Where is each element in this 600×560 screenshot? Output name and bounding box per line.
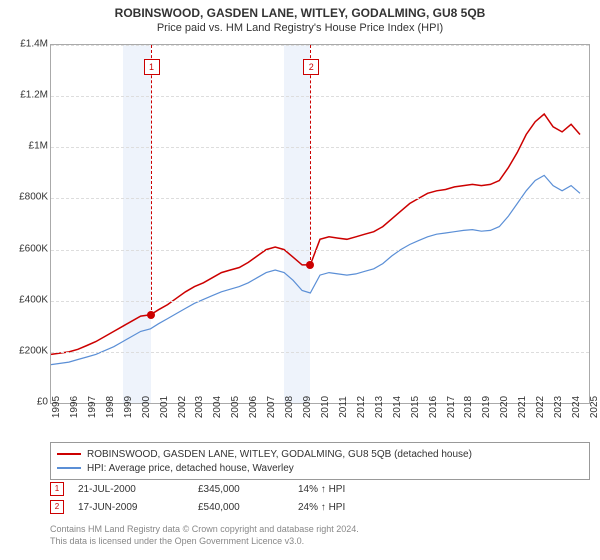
y-axis-label: £0 [37, 397, 48, 408]
marker-price: £345,000 [198, 484, 298, 495]
line-svg [51, 45, 589, 403]
plot-area: 1995199619971998199920002001200220032004… [50, 44, 590, 404]
x-axis-label: 2021 [517, 396, 528, 418]
y-axis-label: £1M [29, 141, 48, 152]
marker-id-box: 2 [50, 500, 64, 514]
marker-table-row: 1 21-JUL-2000£345,00014% ↑ HPI [50, 480, 590, 498]
x-axis-label: 2000 [141, 396, 152, 418]
x-axis-label: 2018 [463, 396, 474, 418]
y-axis-label: £1.4M [20, 39, 48, 50]
marker-price: £540,000 [198, 502, 298, 513]
x-axis-label: 2014 [392, 396, 403, 418]
x-axis-label: 2012 [356, 396, 367, 418]
x-axis-label: 1997 [87, 396, 98, 418]
marker-date: 17-JUN-2009 [78, 502, 198, 513]
x-axis-label: 2009 [302, 396, 313, 418]
marker-callout: 1 [144, 59, 160, 75]
x-axis-label: 1996 [69, 396, 80, 418]
marker-pct: 24% ↑ HPI [298, 502, 418, 513]
y-axis-label: £400K [19, 294, 48, 305]
grid-line [51, 147, 589, 148]
legend-item: ROBINSWOOD, GASDEN LANE, WITLEY, GODALMI… [57, 447, 583, 461]
legend-swatch [57, 453, 81, 455]
x-axis-label: 2023 [553, 396, 564, 418]
x-axis-label: 2002 [177, 396, 188, 418]
y-axis-label: £600K [19, 243, 48, 254]
x-axis-label: 2020 [499, 396, 510, 418]
x-axis-label: 2003 [194, 396, 205, 418]
chart-container: ROBINSWOOD, GASDEN LANE, WITLEY, GODALMI… [0, 0, 600, 560]
footer-line-1: Contains HM Land Registry data © Crown c… [50, 524, 590, 536]
legend-label: HPI: Average price, detached house, Wave… [87, 463, 294, 474]
x-axis-label: 2001 [159, 396, 170, 418]
legend-swatch [57, 467, 81, 469]
marker-callout: 2 [303, 59, 319, 75]
chart-title: ROBINSWOOD, GASDEN LANE, WITLEY, GODALMI… [0, 0, 600, 20]
x-axis-label: 2015 [410, 396, 421, 418]
chart-subtitle: Price paid vs. HM Land Registry's House … [0, 20, 600, 36]
y-axis-label: £800K [19, 192, 48, 203]
x-axis-label: 2007 [266, 396, 277, 418]
x-axis-label: 2006 [248, 396, 259, 418]
x-axis-label: 1999 [123, 396, 134, 418]
marker-table: 1 21-JUL-2000£345,00014% ↑ HPI 2 17-JUN-200… [50, 480, 590, 516]
x-axis-label: 2008 [284, 396, 295, 418]
x-axis-label: 2022 [535, 396, 546, 418]
footer-line-2: This data is licensed under the Open Gov… [50, 536, 590, 548]
series-hpi [51, 175, 580, 364]
legend: ROBINSWOOD, GASDEN LANE, WITLEY, GODALMI… [50, 442, 590, 480]
marker-pct: 14% ↑ HPI [298, 484, 418, 495]
x-axis-label: 2017 [446, 396, 457, 418]
x-axis-label: 2010 [320, 396, 331, 418]
x-axis-label: 2016 [428, 396, 439, 418]
marker-dot [147, 311, 155, 319]
footer-notice: Contains HM Land Registry data © Crown c… [50, 524, 590, 547]
marker-id-box: 1 [50, 482, 64, 496]
x-axis-label: 2013 [374, 396, 385, 418]
grid-line [51, 352, 589, 353]
grid-line [51, 198, 589, 199]
x-axis-label: 2025 [589, 396, 600, 418]
marker-dot [306, 261, 314, 269]
grid-line [51, 96, 589, 97]
x-axis-label: 2005 [230, 396, 241, 418]
x-axis-label: 1998 [105, 396, 116, 418]
grid-line [51, 45, 589, 46]
marker-table-row: 2 17-JUN-2009£540,00024% ↑ HPI [50, 498, 590, 516]
x-axis-label: 2004 [212, 396, 223, 418]
y-axis-label: £1.2M [20, 90, 48, 101]
x-axis-label: 2011 [338, 396, 349, 418]
grid-line [51, 301, 589, 302]
y-axis-label: £200K [19, 345, 48, 356]
grid-line [51, 250, 589, 251]
series-property [51, 114, 580, 354]
marker-line [310, 45, 311, 265]
x-axis-label: 1995 [51, 396, 62, 418]
legend-label: ROBINSWOOD, GASDEN LANE, WITLEY, GODALMI… [87, 449, 472, 460]
x-axis-label: 2019 [481, 396, 492, 418]
marker-date: 21-JUL-2000 [78, 484, 198, 495]
legend-item: HPI: Average price, detached house, Wave… [57, 461, 583, 475]
x-axis-label: 2024 [571, 396, 582, 418]
marker-line [151, 45, 152, 315]
